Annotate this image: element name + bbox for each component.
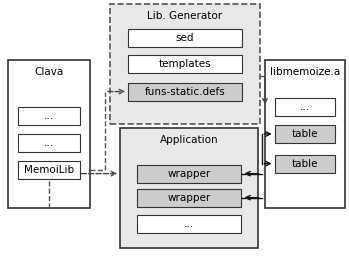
Text: templates: templates xyxy=(159,59,211,69)
Bar xyxy=(136,215,242,233)
Text: ...: ... xyxy=(184,219,194,229)
Text: Clava: Clava xyxy=(34,67,64,77)
Bar xyxy=(275,98,335,116)
Bar xyxy=(128,55,242,73)
Bar xyxy=(275,125,335,143)
Text: Lib. Generator: Lib. Generator xyxy=(147,11,223,21)
Text: ...: ... xyxy=(300,102,310,112)
Bar xyxy=(128,83,242,101)
Text: Application: Application xyxy=(160,135,218,145)
Bar xyxy=(18,134,80,152)
Bar xyxy=(136,165,242,183)
Text: ...: ... xyxy=(44,138,54,148)
Bar xyxy=(136,189,242,207)
Bar xyxy=(265,60,345,208)
Text: MemoiLib: MemoiLib xyxy=(24,165,74,175)
Bar xyxy=(275,155,335,173)
Bar xyxy=(128,29,242,47)
Text: table: table xyxy=(292,129,318,139)
Text: table: table xyxy=(292,159,318,169)
Bar xyxy=(18,161,80,178)
Text: funs-static.defs: funs-static.defs xyxy=(144,87,225,97)
Bar xyxy=(110,4,260,124)
Text: ...: ... xyxy=(44,111,54,121)
Text: sed: sed xyxy=(176,33,194,42)
Bar xyxy=(18,107,80,125)
Text: wrapper: wrapper xyxy=(168,169,211,179)
Bar xyxy=(8,60,90,208)
Text: libmemoize.a: libmemoize.a xyxy=(270,67,340,77)
Text: wrapper: wrapper xyxy=(168,193,211,202)
Bar xyxy=(120,128,258,248)
